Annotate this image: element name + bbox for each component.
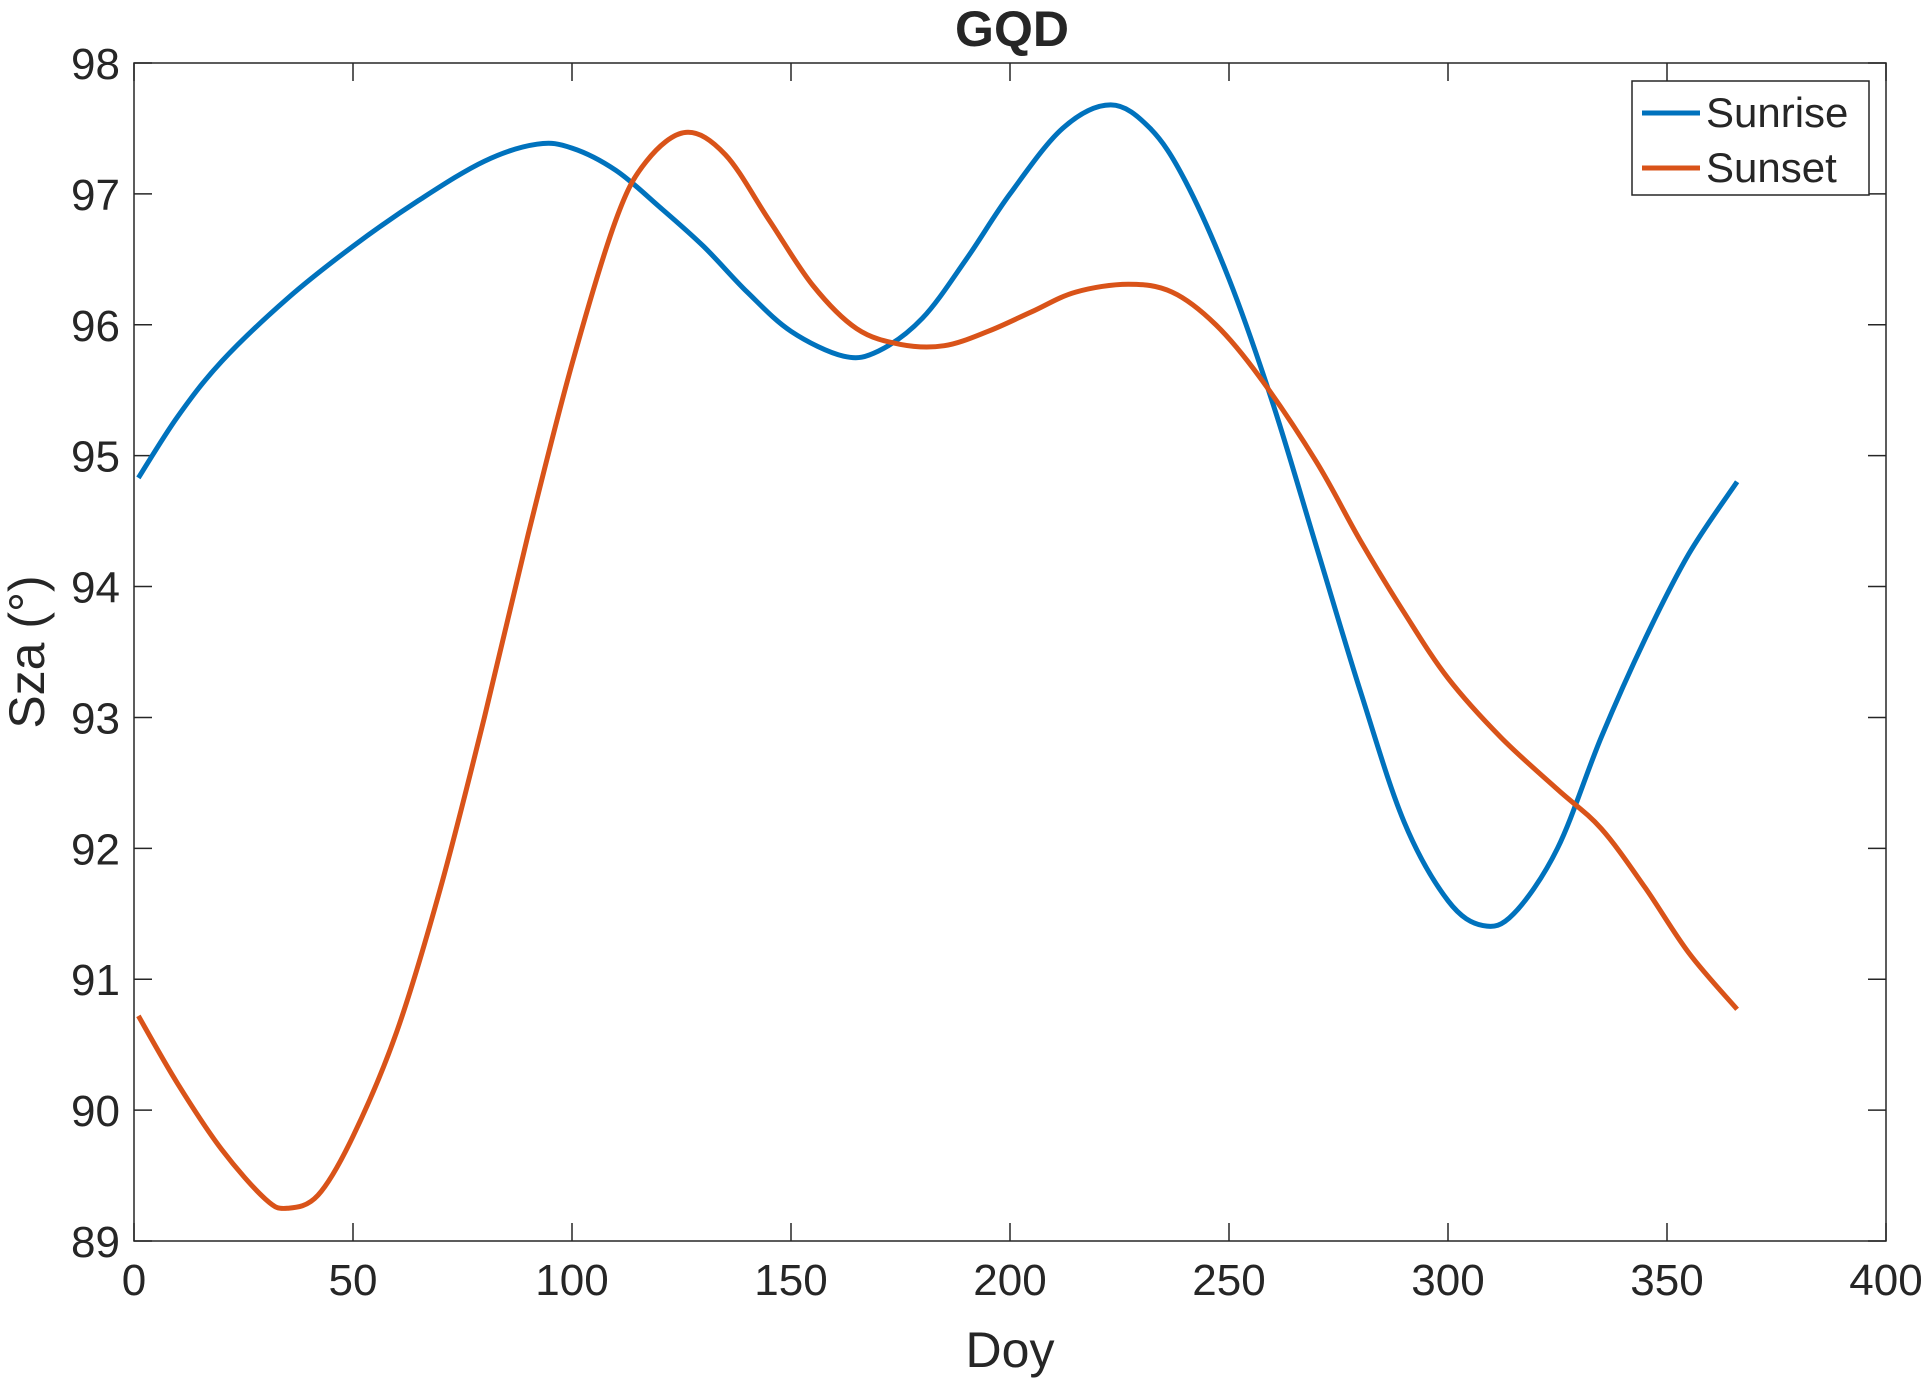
series-line-sunset <box>136 129 1740 1211</box>
x-tick-label: 150 <box>754 1256 827 1305</box>
x-tick-label: 100 <box>535 1256 608 1305</box>
y-tick-label: 98 <box>71 40 120 89</box>
series-line-sunrise <box>136 102 1740 929</box>
x-axis-label: Doy <box>966 1322 1055 1378</box>
y-tick-label: 92 <box>71 825 120 874</box>
legend-label-sunset: Sunset <box>1706 144 1837 191</box>
x-tick-label: 250 <box>1192 1256 1265 1305</box>
legend: Sunrise Sunset <box>1631 80 1870 196</box>
y-tick-label: 96 <box>71 302 120 351</box>
y-tick-label: 90 <box>71 1087 120 1136</box>
x-tick-label: 50 <box>329 1256 378 1305</box>
chart-title: GQD <box>955 1 1069 57</box>
x-tick-label: 0 <box>122 1256 146 1305</box>
axis-tick-labels: 0 50 100 150 200 250 300 350 400 89 90 91 92 93 94 95 96… <box>71 40 1923 1305</box>
legend-label-sunrise: Sunrise <box>1706 89 1848 136</box>
x-tick-label: 200 <box>973 1256 1046 1305</box>
y-tick-label: 93 <box>71 694 120 743</box>
y-tick-label: 94 <box>71 564 120 613</box>
x-tick-label: 300 <box>1411 1256 1484 1305</box>
y-tick-label: 91 <box>71 956 120 1005</box>
plot-frame <box>133 62 1887 1242</box>
axis-ticks <box>133 62 1887 1242</box>
series-lines <box>136 102 1740 1211</box>
y-axis-label: Sza (°) <box>0 575 55 728</box>
x-tick-label: 350 <box>1630 1256 1703 1305</box>
y-tick-label: 89 <box>71 1218 120 1267</box>
legend-box <box>1631 80 1870 196</box>
y-tick-label: 97 <box>71 171 120 220</box>
y-tick-label: 95 <box>71 433 120 482</box>
x-tick-label: 400 <box>1849 1256 1922 1305</box>
